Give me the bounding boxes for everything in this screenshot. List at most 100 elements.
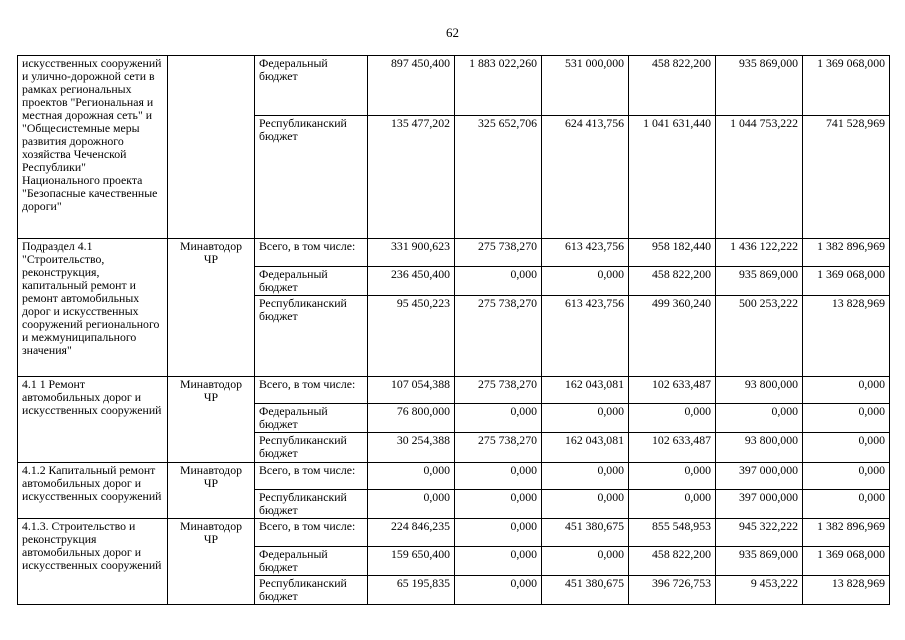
value-cell: 1 436 122,222	[715, 238, 803, 267]
value-cell: 0,000	[541, 462, 629, 490]
budget-type-cell: Всего, в том числе:	[254, 376, 368, 404]
value-cell: 0,000	[628, 462, 716, 490]
value-cell: 935 869,000	[715, 546, 803, 576]
value-cell: 93 800,000	[715, 376, 803, 404]
value-cell: 0,000	[367, 462, 455, 490]
value-cell: 0,000	[541, 489, 629, 519]
budget-type-cell: Республиканский бюджет	[254, 575, 368, 605]
value-cell: 396 726,753	[628, 575, 716, 605]
value-cell: 1 382 896,969	[802, 238, 890, 267]
value-cell: 945 322,222	[715, 518, 803, 547]
table-row: Республиканский бюджет 95 450,223 275 73…	[18, 295, 890, 377]
table-row: Подраздел 4.1 "Строительство, реконструк…	[17, 238, 890, 377]
value-cell: 1 041 631,440	[628, 115, 716, 239]
table-row: Республиканский бюджет 135 477,202 325 6…	[18, 115, 890, 239]
budget-type-cell: Федеральный бюджет	[254, 266, 368, 296]
value-cell: 0,000	[802, 432, 890, 463]
value-cell: 275 738,270	[454, 238, 542, 267]
budget-type-cell: Федеральный бюджет	[254, 403, 368, 433]
value-cell: 741 528,969	[802, 115, 890, 239]
ministry-cell: Минавтодор ЧР	[167, 238, 255, 377]
value-cell: 0,000	[454, 575, 542, 605]
row-description: 4.1 1 Ремонт автомобильных дорог и искус…	[17, 376, 168, 463]
value-cell: 275 738,270	[454, 432, 542, 463]
table-row: искусственных сооружений и улично-дорожн…	[17, 55, 890, 239]
budget-type-cell: Республиканский бюджет	[254, 432, 368, 463]
value-cell: 500 253,222	[715, 295, 803, 377]
ministry-cell: Минавтодор ЧР	[167, 518, 255, 605]
value-cell: 0,000	[454, 518, 542, 547]
value-cell: 93 800,000	[715, 432, 803, 463]
value-cell: 0,000	[454, 546, 542, 576]
value-cell: 958 182,440	[628, 238, 716, 267]
value-cell: 325 652,706	[454, 115, 542, 239]
value-cell: 613 423,756	[541, 238, 629, 267]
page-number: 62	[446, 25, 459, 40]
value-cell: 1 369 068,000	[802, 266, 890, 296]
value-cell: 331 900,623	[367, 238, 455, 267]
value-cell: 13 828,969	[802, 575, 890, 605]
value-cell: 458 822,200	[628, 546, 716, 576]
budget-type-cell: Всего, в том числе:	[254, 462, 368, 490]
value-cell: 135 477,202	[367, 115, 455, 239]
value-cell: 0,000	[454, 403, 542, 433]
value-cell: 1 044 753,222	[715, 115, 803, 239]
value-cell: 9 453,222	[715, 575, 803, 605]
table-row: Федеральный бюджет 159 650,400 0,000 0,0…	[18, 546, 890, 576]
value-cell: 397 000,000	[715, 489, 803, 519]
value-cell: 0,000	[454, 489, 542, 519]
ministry-cell: Минавтодор ЧР	[167, 462, 255, 519]
value-cell: 162 043,081	[541, 432, 629, 463]
value-cell: 275 738,270	[454, 295, 542, 377]
value-cell: 0,000	[367, 489, 455, 519]
value-cell: 275 738,270	[454, 376, 542, 404]
value-cell: 458 822,200	[628, 55, 716, 116]
value-cell: 624 413,756	[541, 115, 629, 239]
value-cell: 0,000	[454, 462, 542, 490]
value-cell: 451 380,675	[541, 518, 629, 547]
value-cell: 65 195,835	[367, 575, 455, 605]
value-cell: 855 548,953	[628, 518, 716, 547]
budget-type-cell: Республиканский бюджет	[254, 489, 368, 519]
value-cell: 0,000	[541, 403, 629, 433]
value-cell: 0,000	[628, 403, 716, 433]
table-row: 4.1.3. Строительство и реконструкция авт…	[17, 518, 890, 605]
value-cell: 458 822,200	[628, 266, 716, 296]
value-cell: 0,000	[715, 403, 803, 433]
table-row: Республиканский бюджет 65 195,835 0,000 …	[18, 575, 890, 605]
value-cell: 95 450,223	[367, 295, 455, 377]
value-cell: 102 633,487	[628, 376, 716, 404]
value-cell: 236 450,400	[367, 266, 455, 296]
value-cell: 76 800,000	[367, 403, 455, 433]
row-description: искусственных сооружений и улично-дорожн…	[17, 55, 168, 239]
value-cell: 531 000,000	[541, 55, 629, 116]
budget-type-cell: Федеральный бюджет	[254, 55, 368, 116]
value-cell: 1 883 022,260	[454, 55, 542, 116]
value-cell: 224 846,235	[367, 518, 455, 547]
value-cell: 935 869,000	[715, 266, 803, 296]
budget-type-cell: Федеральный бюджет	[254, 546, 368, 576]
row-description: Подраздел 4.1 "Строительство, реконструк…	[17, 238, 168, 377]
value-cell: 897 450,400	[367, 55, 455, 116]
budget-type-cell: Республиканский бюджет	[254, 115, 368, 239]
ministry-cell	[167, 55, 255, 239]
value-cell: 499 360,240	[628, 295, 716, 377]
value-cell: 0,000	[802, 489, 890, 519]
value-cell: 107 054,388	[367, 376, 455, 404]
row-description: 4.1.3. Строительство и реконструкция авт…	[17, 518, 168, 605]
budget-type-cell: Республиканский бюджет	[254, 295, 368, 377]
value-cell: 451 380,675	[541, 575, 629, 605]
value-cell: 0,000	[802, 462, 890, 490]
value-cell: 1 382 896,969	[802, 518, 890, 547]
budget-type-cell: Всего, в том числе:	[254, 518, 368, 547]
value-cell: 0,000	[628, 489, 716, 519]
value-cell: 0,000	[541, 266, 629, 296]
budget-table: искусственных сооружений и улично-дорожн…	[17, 55, 890, 605]
table-row: 4.1.2 Капитальный ремонт автомобильных д…	[17, 462, 890, 519]
value-cell: 0,000	[802, 403, 890, 433]
table-row: 4.1 1 Ремонт автомобильных дорог и искус…	[17, 376, 890, 463]
value-cell: 102 633,487	[628, 432, 716, 463]
value-cell: 1 369 068,000	[802, 546, 890, 576]
value-cell: 0,000	[454, 266, 542, 296]
row-description: 4.1.2 Капитальный ремонт автомобильных д…	[17, 462, 168, 519]
